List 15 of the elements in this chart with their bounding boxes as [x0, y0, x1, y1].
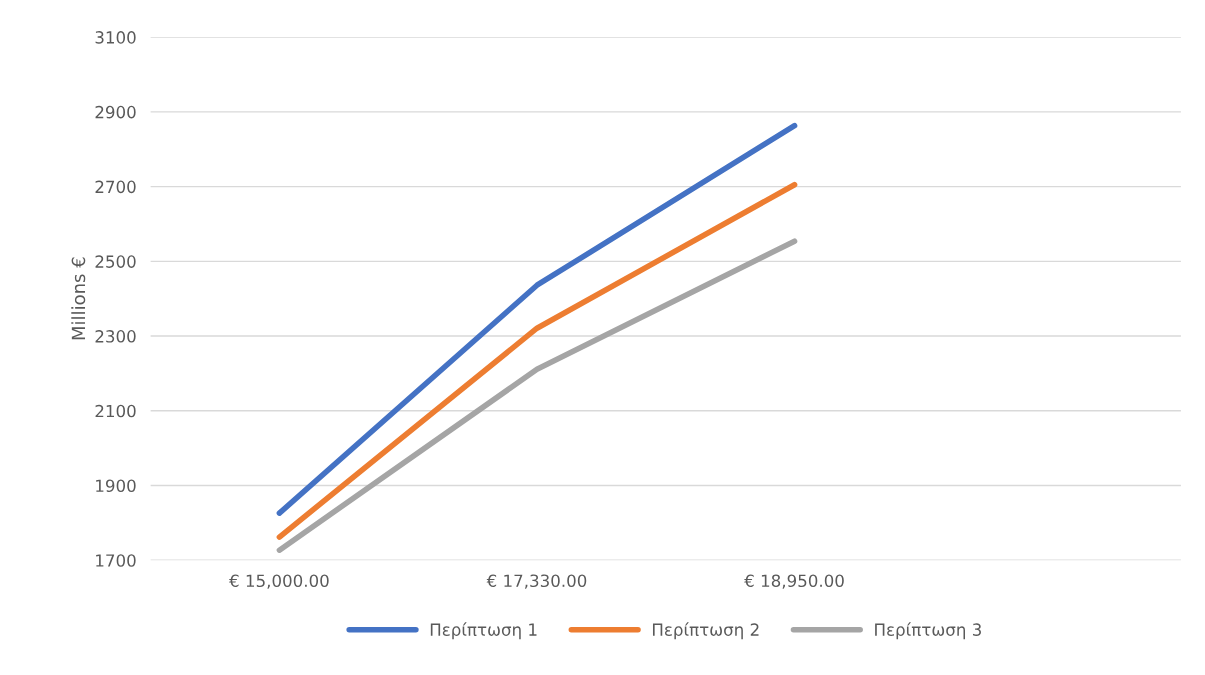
y-axis-title: Millions €: [71, 257, 86, 340]
y-tick-label: 2900: [95, 105, 136, 119]
legend-label: Περίπτωση 2: [652, 622, 759, 640]
y-tick-label: 1700: [96, 554, 136, 567]
y-tick-label: 2300: [95, 330, 136, 343]
x-tick-label: € 17,330.00: [486, 574, 587, 589]
y-tick-label: 2500: [95, 255, 136, 268]
y-tick-label: 1900: [96, 479, 136, 493]
x-tick-label: € 18,950.00: [744, 574, 844, 589]
x-tick-label: € 15,000.00: [229, 574, 329, 589]
y-tick-label: 3100: [95, 31, 136, 44]
y-tick-label: 2100: [95, 404, 136, 418]
legend-label: Περίπτωση 1: [430, 622, 537, 640]
y-tick-label: 2700: [95, 180, 136, 194]
legend-label: Περίπτωση 3: [875, 622, 981, 640]
